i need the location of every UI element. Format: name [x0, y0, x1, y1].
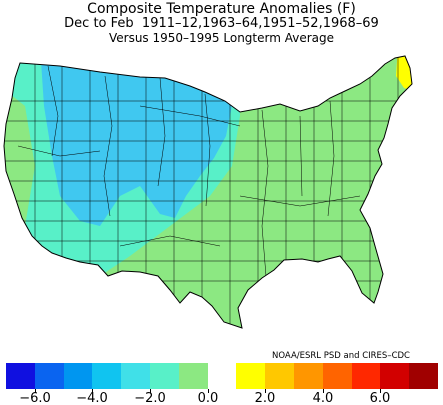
legend-swatch: [149, 363, 179, 389]
legend-tick-label: −6.0: [19, 391, 51, 405]
legend-tick: [323, 389, 324, 393]
anomaly-zone-northern-maine: [396, 56, 412, 92]
legend-tick-label: 6.0: [369, 391, 391, 405]
legend-swatch: [322, 363, 352, 389]
legend-tick-label: −4.0: [76, 391, 108, 405]
map-title: Composite Temperature Anomalies (F): [87, 1, 356, 17]
legend-swatch: [178, 363, 208, 389]
color-legend: [6, 363, 438, 389]
us-anomaly-map: [3, 55, 413, 329]
legend-tick-label: −2.0: [134, 391, 166, 405]
legend-tick: [208, 389, 209, 393]
legend-tick: [265, 389, 266, 393]
legend-swatch: [409, 363, 438, 389]
legend-swatch: [380, 363, 410, 389]
legend-tick: [150, 389, 151, 393]
legend-tick: [380, 389, 381, 393]
climate-division-boundaries: [4, 56, 412, 328]
legend-swatch: [207, 363, 237, 389]
legend-swatch: [236, 363, 266, 389]
legend-swatch: [293, 363, 323, 389]
legend-swatch: [351, 363, 381, 389]
legend-tick: [35, 389, 36, 393]
map-subtitle-period: Dec to Feb 1911–12,1963–64,1951–52,1968–…: [64, 16, 379, 31]
legend-swatch: [265, 363, 294, 389]
legend-swatch: [6, 363, 35, 389]
map-subtitle-baseline: Versus 1950–1995 Longterm Average: [108, 31, 335, 45]
data-source-credit: NOAA/ESRL PSD and CIRES–CDC: [272, 351, 410, 361]
legend-swatch: [34, 363, 64, 389]
legend-swatch: [63, 363, 93, 389]
legend-tick-label: 4.0: [312, 391, 334, 405]
legend-swatch: [121, 363, 150, 389]
legend-tick-label: 0.0: [197, 391, 219, 405]
legend-swatch: [92, 363, 122, 389]
legend-tick-label: 2.0: [254, 391, 276, 405]
legend-tick: [92, 389, 93, 393]
